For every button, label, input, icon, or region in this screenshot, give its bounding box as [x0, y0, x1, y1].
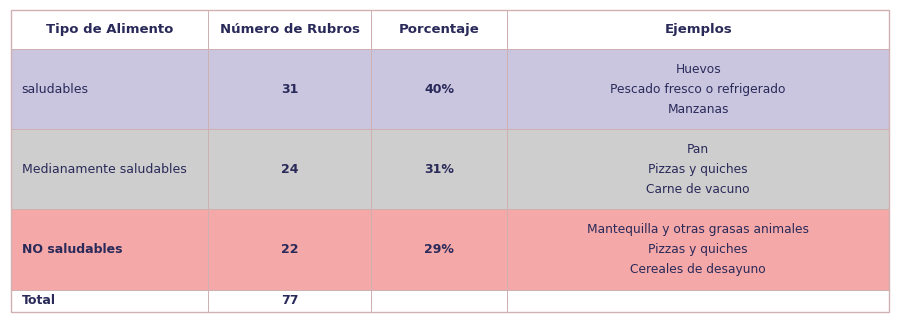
Text: Total: Total	[22, 295, 56, 308]
Text: Porcentaje: Porcentaje	[399, 23, 480, 36]
Bar	[11, 209, 209, 290]
Text: NO saludables: NO saludables	[22, 243, 122, 256]
Text: Pan: Pan	[687, 143, 709, 156]
Text: Ejemplos: Ejemplos	[664, 23, 732, 36]
Text: 29%: 29%	[424, 243, 454, 256]
Bar	[507, 209, 889, 290]
Bar	[209, 129, 371, 209]
Bar	[209, 10, 371, 49]
Bar	[11, 290, 209, 312]
Text: Tipo de Alimento: Tipo de Alimento	[46, 23, 174, 36]
Bar	[11, 10, 209, 49]
Bar	[371, 10, 507, 49]
Bar	[507, 49, 889, 129]
Text: Manzanas: Manzanas	[668, 103, 729, 116]
Text: Pizzas y quiches: Pizzas y quiches	[648, 243, 748, 256]
Bar	[11, 129, 209, 209]
Text: 31%: 31%	[424, 163, 454, 176]
Bar	[507, 290, 889, 312]
Text: Pizzas y quiches: Pizzas y quiches	[648, 163, 748, 176]
Text: saludables: saludables	[22, 83, 88, 96]
Text: 40%: 40%	[424, 83, 454, 96]
Bar	[507, 10, 889, 49]
Text: Huevos: Huevos	[675, 62, 721, 76]
Bar	[209, 49, 371, 129]
Text: 24: 24	[281, 163, 299, 176]
Bar	[371, 209, 507, 290]
Bar	[371, 49, 507, 129]
Text: 22: 22	[281, 243, 299, 256]
Bar	[209, 209, 371, 290]
Text: Carne de vacuno: Carne de vacuno	[646, 183, 750, 196]
Text: Medianamente saludables: Medianamente saludables	[22, 163, 186, 176]
Text: Mantequilla y otras grasas animales: Mantequilla y otras grasas animales	[587, 223, 809, 236]
Text: 31: 31	[281, 83, 299, 96]
Bar	[507, 129, 889, 209]
Bar	[11, 49, 209, 129]
Text: Cereales de desayuno: Cereales de desayuno	[630, 263, 766, 276]
Text: Número de Rubros: Número de Rubros	[220, 23, 360, 36]
Bar	[371, 290, 507, 312]
Bar	[371, 129, 507, 209]
Bar	[209, 290, 371, 312]
Text: 77: 77	[281, 295, 299, 308]
Text: Pescado fresco o refrigerado: Pescado fresco o refrigerado	[610, 83, 786, 96]
